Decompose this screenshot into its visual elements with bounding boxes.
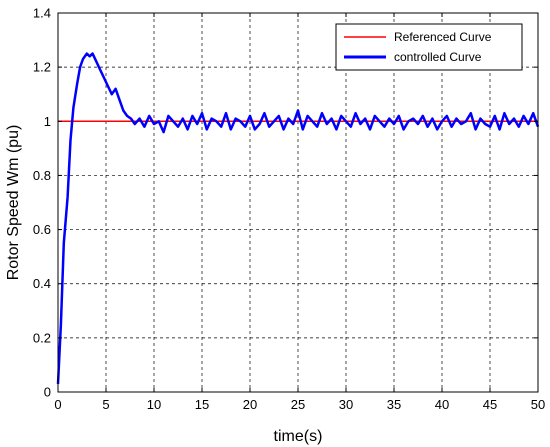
y-tick-label: 0.8	[33, 168, 51, 183]
axis-ticks: 0 5 10 15 20 25 30 35 40 45 50 0 0.2 0.4 0.6 0.8 1 1.2 1.4	[33, 6, 545, 413]
x-tick-label: 10	[147, 397, 161, 412]
legend-label: Referenced Curve	[394, 30, 492, 44]
y-tick-label: 1.4	[33, 6, 51, 21]
plot-background	[58, 13, 538, 392]
legend-label: controlled Curve	[394, 50, 482, 64]
y-axis-label: Rotor Speed Wm (pu)	[5, 125, 22, 281]
x-tick-label: 25	[291, 397, 305, 412]
series-line-controlled	[56, 52, 540, 384]
y-tick-label: 0.6	[33, 222, 51, 237]
x-tick-label: 40	[435, 397, 449, 412]
x-tick-label: 5	[102, 397, 109, 412]
series-group	[56, 52, 540, 384]
x-axis-label: time(s)	[274, 428, 323, 445]
legend-box	[335, 23, 523, 71]
x-tick-label: 0	[54, 397, 61, 412]
y-tick-label: 0.4	[33, 276, 51, 291]
x-tick-label: 15	[195, 397, 209, 412]
y-tick-label: 1	[44, 114, 51, 129]
y-tick-label: 0.2	[33, 330, 51, 345]
x-tick-label: 50	[531, 397, 545, 412]
y-tick-label: 0	[44, 385, 51, 400]
legend: Referenced Curve controlled Curve	[335, 23, 523, 71]
x-tick-label: 30	[339, 397, 353, 412]
x-tick-label: 20	[243, 397, 257, 412]
x-tick-label: 35	[387, 397, 401, 412]
y-tick-label: 1.2	[33, 60, 51, 75]
x-tick-label: 45	[483, 397, 497, 412]
